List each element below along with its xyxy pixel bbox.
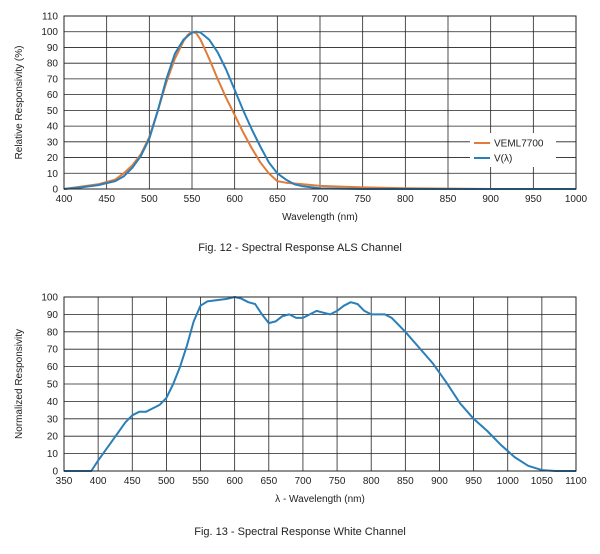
als-x-tick-700: 700 bbox=[312, 194, 329, 205]
als-x-tick-650: 650 bbox=[269, 194, 286, 205]
chart-als-y-axis-label: Relative Responsivity (%) bbox=[14, 46, 25, 160]
als-x-tick-800: 800 bbox=[397, 194, 414, 205]
white-y-tick-90: 90 bbox=[47, 310, 59, 321]
als-x-tick-550: 550 bbox=[184, 194, 201, 205]
als-series-line-veml7700 bbox=[63, 30, 576, 190]
als-x-tick-750: 750 bbox=[354, 194, 371, 205]
als-y-tick-0: 0 bbox=[52, 185, 58, 196]
white-x-tick-1100: 1100 bbox=[565, 476, 587, 487]
als-x-tick-400: 400 bbox=[56, 194, 73, 205]
white-y-tick-100: 100 bbox=[41, 293, 58, 304]
chart-white-plot-frame bbox=[63, 296, 577, 472]
white-y-tick-40: 40 bbox=[47, 397, 59, 408]
white-x-tick-600: 600 bbox=[226, 476, 243, 487]
figure-13-caption: Fig. 13 - Spectral Response White Channe… bbox=[194, 526, 406, 538]
white-x-tick-700: 700 bbox=[295, 476, 312, 487]
white-y-tick-0: 0 bbox=[52, 467, 58, 478]
chart-als-y-ticks: 0 10 20 30 40 50 60 70 80 90 100 110 bbox=[41, 12, 58, 196]
white-x-tick-1000: 1000 bbox=[497, 476, 520, 487]
als-x-tick-850: 850 bbox=[440, 194, 457, 205]
als-x-tick-450: 450 bbox=[98, 194, 115, 205]
white-y-tick-50: 50 bbox=[47, 380, 59, 391]
chart-white-y-axis-label: Normalized Responsivity bbox=[14, 329, 25, 439]
white-y-tick-70: 70 bbox=[47, 345, 59, 356]
als-y-tick-50: 50 bbox=[47, 106, 59, 117]
legend-label-veml7700: VEML7700 bbox=[494, 139, 544, 150]
white-x-tick-900: 900 bbox=[431, 476, 448, 487]
white-x-tick-650: 650 bbox=[260, 476, 277, 487]
chart-als-plot-frame bbox=[63, 15, 577, 190]
als-y-tick-30: 30 bbox=[47, 137, 59, 148]
als-y-tick-110: 110 bbox=[42, 12, 58, 23]
als-y-tick-60: 60 bbox=[47, 90, 59, 101]
chart-white-x-axis-label: λ - Wavelength (nm) bbox=[275, 494, 365, 505]
white-x-tick-400: 400 bbox=[90, 476, 107, 487]
white-y-tick-20: 20 bbox=[47, 432, 59, 443]
chart-als-lines bbox=[63, 30, 576, 190]
white-x-tick-500: 500 bbox=[158, 476, 175, 487]
white-x-tick-1050: 1050 bbox=[531, 476, 554, 487]
white-x-tick-800: 800 bbox=[363, 476, 380, 487]
als-y-tick-10: 10 bbox=[47, 169, 59, 180]
als-x-tick-950: 950 bbox=[525, 194, 542, 205]
als-y-tick-100: 100 bbox=[41, 27, 58, 38]
chart-white-y-ticks: 0 10 20 30 40 50 60 70 80 90 100 bbox=[41, 293, 58, 478]
white-x-tick-450: 450 bbox=[124, 476, 141, 487]
legend-label-v-lambda: V(λ) bbox=[494, 154, 512, 165]
white-x-tick-350: 350 bbox=[56, 476, 73, 487]
white-x-tick-850: 850 bbox=[397, 476, 414, 487]
chart-als-legend: VEML7700 V(λ) bbox=[470, 133, 556, 167]
als-y-tick-70: 70 bbox=[47, 74, 59, 85]
white-y-tick-10: 10 bbox=[47, 449, 59, 460]
white-x-tick-950: 950 bbox=[465, 476, 482, 487]
white-y-tick-60: 60 bbox=[47, 362, 59, 373]
als-x-tick-600: 600 bbox=[226, 194, 243, 205]
als-series-line-v bbox=[63, 30, 576, 190]
chart-als-x-ticks: 400 450 500 550 600 650 700 750 800 850 900 950 1000 bbox=[56, 194, 588, 205]
white-y-tick-80: 80 bbox=[47, 327, 59, 338]
als-y-tick-80: 80 bbox=[47, 59, 59, 70]
chart-white: 350 400 450 500 550 600 650 700 750 800 850 900 950 1… bbox=[14, 293, 587, 506]
figure-12-caption: Fig. 12 - Spectral Response ALS Channel bbox=[198, 242, 402, 254]
white-series-line-response bbox=[64, 296, 576, 472]
white-x-tick-750: 750 bbox=[329, 476, 346, 487]
chart-white-lines bbox=[64, 296, 576, 472]
als-x-tick-500: 500 bbox=[141, 194, 158, 205]
als-y-tick-20: 20 bbox=[47, 153, 59, 164]
als-y-tick-40: 40 bbox=[47, 122, 59, 133]
als-y-tick-90: 90 bbox=[47, 43, 59, 54]
chart-white-x-ticks: 350 400 450 500 550 600 650 700 750 800 850 900 950 1… bbox=[56, 476, 588, 487]
als-x-tick-1000: 1000 bbox=[565, 194, 588, 205]
als-x-tick-900: 900 bbox=[482, 194, 499, 205]
chart-als-x-axis-label: Wavelength (nm) bbox=[282, 212, 358, 223]
white-y-tick-30: 30 bbox=[47, 414, 59, 425]
chart-als: 400 450 500 550 600 650 700 750 800 850 900 950 1000… bbox=[14, 12, 588, 224]
white-x-tick-550: 550 bbox=[192, 476, 209, 487]
chart-white-grid bbox=[63, 296, 577, 472]
chart-als-legend-box bbox=[470, 133, 556, 167]
